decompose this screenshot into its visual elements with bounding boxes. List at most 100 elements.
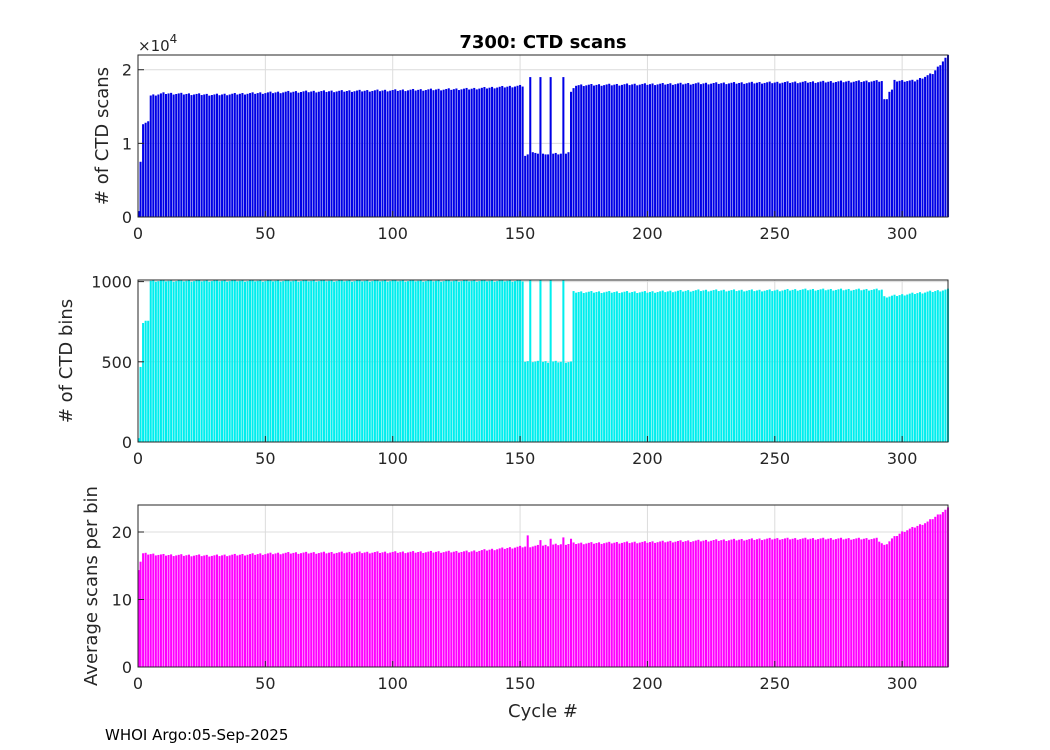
bar bbox=[926, 75, 929, 217]
bar bbox=[409, 280, 412, 442]
bar bbox=[608, 541, 611, 667]
bar bbox=[154, 555, 157, 667]
bar bbox=[758, 82, 761, 217]
bar bbox=[750, 289, 753, 442]
tick-labels: 0 50 100 150 200 250 300 0 1 2 bbox=[122, 61, 918, 243]
bar bbox=[315, 281, 318, 442]
bar bbox=[651, 83, 654, 217]
bar bbox=[488, 280, 491, 442]
bar bbox=[328, 280, 331, 442]
bar bbox=[193, 281, 196, 442]
bar bbox=[531, 152, 534, 217]
bar bbox=[190, 95, 193, 217]
bar bbox=[279, 554, 282, 667]
bar bbox=[549, 77, 552, 217]
bar bbox=[684, 290, 687, 442]
bar bbox=[585, 292, 588, 442]
bar bbox=[929, 290, 932, 442]
bar bbox=[274, 92, 277, 217]
bar bbox=[766, 82, 769, 218]
bar bbox=[511, 548, 514, 667]
bar bbox=[294, 91, 297, 217]
bar bbox=[358, 89, 361, 217]
bar bbox=[340, 90, 343, 217]
bar bbox=[916, 79, 919, 217]
bar bbox=[424, 90, 427, 217]
bar bbox=[931, 292, 934, 442]
bar bbox=[338, 280, 341, 442]
bar bbox=[157, 554, 160, 667]
bar bbox=[661, 540, 664, 667]
bar bbox=[896, 81, 899, 217]
bar bbox=[292, 552, 295, 667]
bar bbox=[720, 290, 723, 442]
bar bbox=[226, 281, 229, 442]
bar bbox=[508, 85, 511, 217]
bar bbox=[664, 292, 667, 442]
bar bbox=[771, 83, 774, 217]
bar bbox=[266, 280, 269, 442]
bar bbox=[674, 541, 677, 667]
bar bbox=[888, 296, 891, 442]
bar bbox=[572, 88, 575, 218]
bar bbox=[356, 280, 359, 442]
bar bbox=[577, 292, 580, 442]
bar bbox=[356, 90, 359, 217]
bar bbox=[613, 84, 616, 217]
bar bbox=[233, 93, 236, 217]
bar bbox=[901, 531, 904, 667]
bar bbox=[195, 93, 198, 217]
bar bbox=[850, 82, 853, 217]
bar bbox=[182, 281, 185, 442]
bar bbox=[860, 81, 863, 217]
bar bbox=[475, 281, 478, 442]
bar bbox=[513, 281, 516, 442]
bar bbox=[422, 552, 425, 667]
bar bbox=[814, 290, 817, 442]
bar bbox=[231, 554, 234, 667]
bar bbox=[918, 524, 921, 667]
bar bbox=[778, 539, 781, 667]
bar bbox=[297, 92, 300, 217]
bar bbox=[924, 292, 927, 442]
bar bbox=[936, 290, 939, 442]
bar bbox=[717, 291, 720, 442]
y-axis-label: # of CTD scans bbox=[92, 67, 113, 205]
bar bbox=[664, 542, 667, 667]
axes-box bbox=[137, 279, 949, 443]
bar bbox=[534, 361, 537, 442]
bar bbox=[526, 535, 529, 667]
bar bbox=[361, 91, 364, 217]
bar bbox=[340, 551, 343, 667]
bar bbox=[460, 281, 463, 442]
bar bbox=[893, 79, 896, 218]
bar bbox=[791, 289, 794, 442]
bar bbox=[470, 88, 473, 217]
y-exponent-power: 4 bbox=[170, 32, 178, 46]
bar bbox=[707, 541, 710, 667]
bar bbox=[618, 85, 621, 218]
bar bbox=[842, 290, 845, 442]
bar bbox=[294, 280, 297, 442]
x-tick-label: 200 bbox=[632, 674, 663, 693]
bar bbox=[735, 291, 738, 442]
bar bbox=[371, 90, 374, 217]
bar bbox=[435, 551, 438, 667]
bar bbox=[654, 542, 657, 667]
bar bbox=[735, 83, 738, 218]
bar bbox=[773, 538, 776, 667]
bar bbox=[138, 211, 141, 217]
bar bbox=[496, 87, 499, 218]
bar bbox=[417, 89, 420, 217]
bar bbox=[437, 280, 440, 442]
bar-series bbox=[138, 55, 950, 218]
bar bbox=[269, 280, 272, 442]
bar bbox=[493, 88, 496, 217]
bar bbox=[710, 540, 713, 667]
bar bbox=[669, 83, 672, 217]
bar bbox=[809, 82, 812, 217]
bar bbox=[208, 281, 211, 442]
bar bbox=[707, 291, 710, 442]
bar bbox=[722, 82, 725, 217]
bar bbox=[850, 290, 853, 442]
